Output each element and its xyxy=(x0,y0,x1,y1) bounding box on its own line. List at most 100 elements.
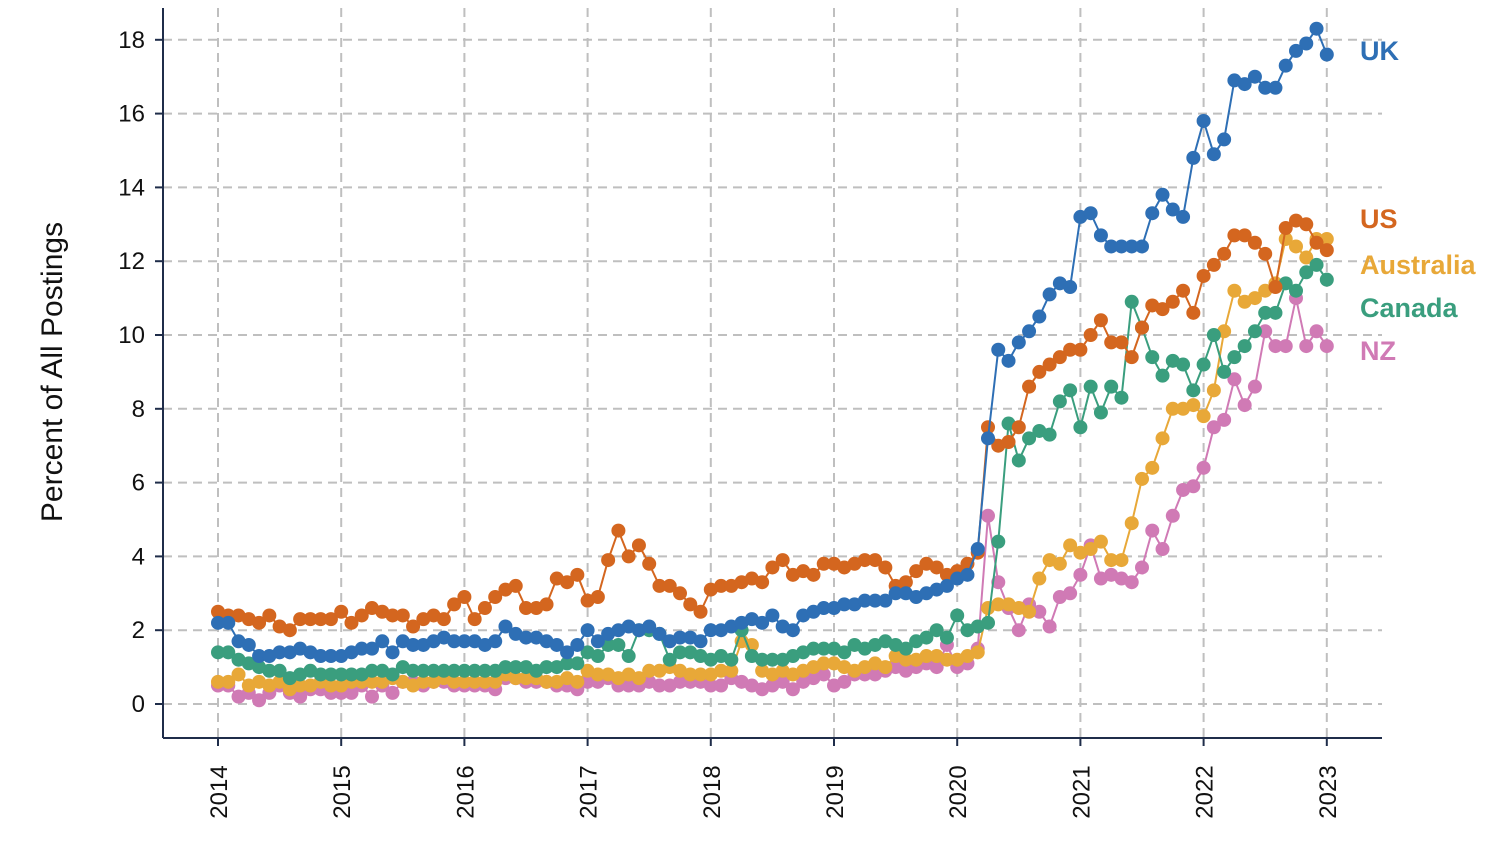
y-tick-label: 14 xyxy=(118,174,145,201)
data-point xyxy=(1063,586,1078,601)
y-tick-label: 18 xyxy=(118,27,145,54)
data-point xyxy=(1227,283,1242,298)
data-point xyxy=(1042,287,1057,302)
data-point xyxy=(477,674,492,689)
data-point xyxy=(1186,150,1201,165)
data-point xyxy=(816,656,831,671)
data-point xyxy=(1093,228,1108,243)
series-uk xyxy=(211,21,1334,664)
data-point xyxy=(1083,206,1098,221)
data-point xyxy=(323,678,338,693)
series-us xyxy=(211,213,1334,638)
data-point xyxy=(1186,383,1201,398)
data-point xyxy=(1165,294,1180,309)
data-point xyxy=(601,553,616,568)
data-point xyxy=(1319,47,1334,62)
data-point xyxy=(1309,324,1324,339)
data-point xyxy=(1196,268,1211,283)
data-point xyxy=(406,663,421,678)
data-point xyxy=(888,586,903,601)
data-point xyxy=(1206,147,1221,162)
data-point xyxy=(272,663,287,678)
data-point xyxy=(406,637,421,652)
data-point xyxy=(939,630,954,645)
data-point xyxy=(570,567,585,582)
y-axis-label: Percent of All Postings xyxy=(36,222,69,522)
data-point xyxy=(991,575,1006,590)
data-point xyxy=(570,637,585,652)
data-point xyxy=(1247,69,1262,84)
data-point xyxy=(539,597,554,612)
data-point xyxy=(252,615,267,630)
data-point xyxy=(724,663,739,678)
data-point xyxy=(508,660,523,675)
data-point xyxy=(1258,80,1273,95)
data-point xyxy=(816,641,831,656)
data-point xyxy=(231,667,246,682)
data-point xyxy=(560,645,575,660)
data-point xyxy=(1032,364,1047,379)
data-point xyxy=(950,608,965,623)
data-point xyxy=(1319,339,1334,354)
data-point xyxy=(323,649,338,664)
data-point xyxy=(816,556,831,571)
data-point xyxy=(1278,220,1293,235)
legend-label-us: US xyxy=(1360,204,1398,234)
x-tick-label: 2017 xyxy=(576,765,603,818)
data-point xyxy=(1083,542,1098,557)
data-point xyxy=(1042,357,1057,372)
data-point xyxy=(929,623,944,638)
series-nz xyxy=(211,291,1334,708)
data-point xyxy=(1052,556,1067,571)
data-point xyxy=(221,674,236,689)
data-point xyxy=(354,641,369,656)
data-point xyxy=(282,623,297,638)
data-point xyxy=(1196,460,1211,475)
data-point xyxy=(1258,246,1273,261)
data-point xyxy=(929,660,944,675)
data-point xyxy=(211,615,225,630)
data-point xyxy=(467,663,482,678)
data-point xyxy=(693,634,708,649)
data-point xyxy=(621,678,636,693)
data-point xyxy=(560,656,575,671)
data-point xyxy=(498,660,513,675)
data-point xyxy=(467,612,482,627)
data-point xyxy=(1268,80,1283,95)
data-point xyxy=(765,652,780,667)
data-point xyxy=(662,652,677,667)
data-point xyxy=(1186,398,1201,413)
data-point xyxy=(898,641,913,656)
data-point xyxy=(837,597,852,612)
data-point xyxy=(590,649,605,664)
data-point xyxy=(1155,187,1170,202)
data-point xyxy=(755,652,770,667)
legend-label-nz: NZ xyxy=(1360,336,1396,366)
data-point xyxy=(1299,250,1314,265)
data-point xyxy=(590,589,605,604)
data-point xyxy=(1196,113,1211,128)
data-point xyxy=(539,660,554,675)
data-point xyxy=(631,671,646,686)
data-point xyxy=(652,678,667,693)
data-point xyxy=(344,615,359,630)
data-point xyxy=(313,649,328,664)
data-point xyxy=(755,575,770,590)
data-point xyxy=(1247,291,1262,306)
data-point xyxy=(919,649,934,664)
data-point xyxy=(960,567,975,582)
data-point xyxy=(775,674,790,689)
data-point xyxy=(590,667,605,682)
data-point xyxy=(816,601,831,616)
x-tick-label: 2021 xyxy=(1068,765,1095,818)
data-point xyxy=(1083,379,1098,394)
data-point xyxy=(252,693,267,708)
data-point xyxy=(909,564,924,579)
data-point xyxy=(447,674,462,689)
y-tick-labels: 0 2 4 6 8 10 12 14 16 18 xyxy=(118,27,145,718)
x-tick-label: 2014 xyxy=(206,765,233,818)
data-point xyxy=(1217,412,1232,427)
data-point xyxy=(857,553,872,568)
data-point xyxy=(1289,283,1303,298)
data-point xyxy=(939,652,954,667)
